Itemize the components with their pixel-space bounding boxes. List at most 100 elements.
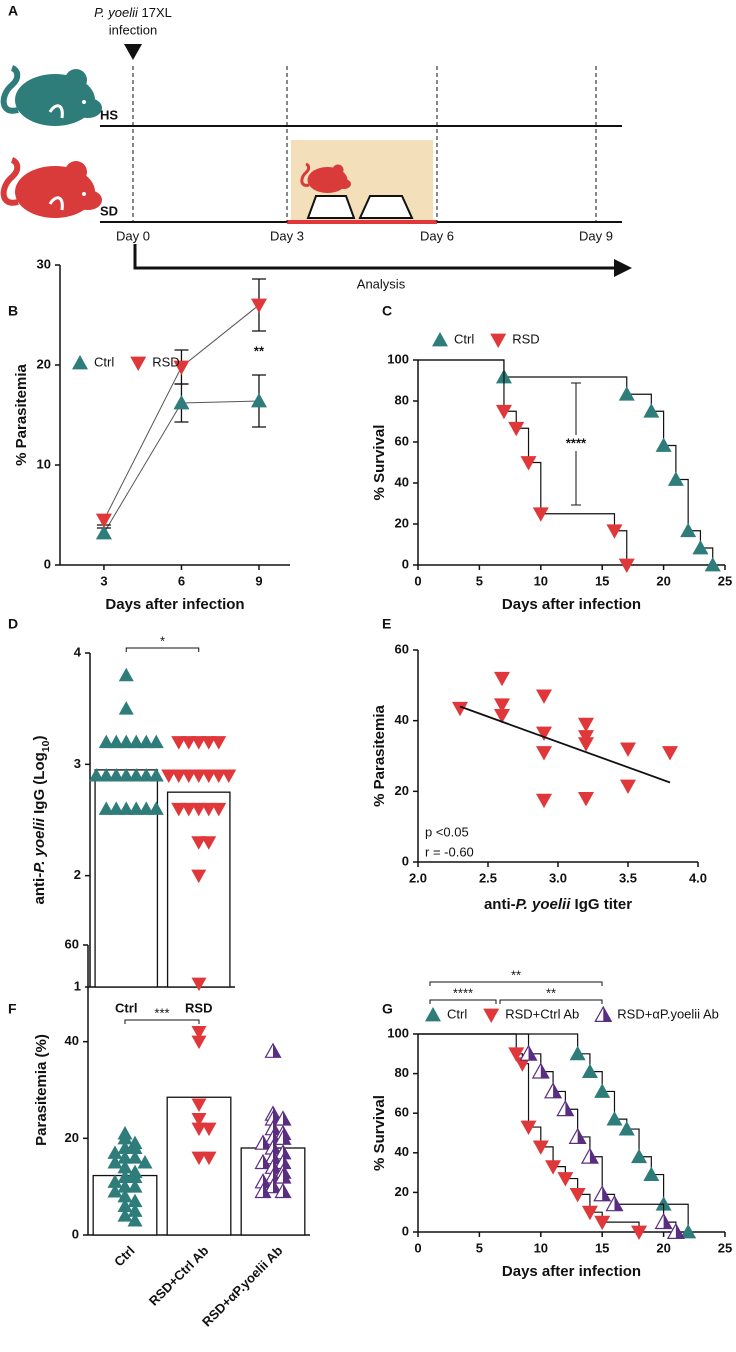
marker-shape <box>117 1150 133 1164</box>
significance-bracket <box>125 647 200 652</box>
data-point <box>130 356 147 371</box>
arrow-head <box>614 259 632 277</box>
marker-shape <box>602 1186 611 1201</box>
legend-label: Ctrl <box>454 331 474 346</box>
marker-shape <box>545 1160 562 1175</box>
marker-shape <box>643 403 660 418</box>
data-point <box>201 736 217 750</box>
y-axis-title: Parasitemia (%) <box>33 1034 50 1146</box>
x-tick-label: 5 <box>476 573 483 588</box>
data-point <box>173 360 190 375</box>
marker-shape <box>283 1169 291 1183</box>
marker-shape <box>577 1128 586 1144</box>
marker-shape <box>655 1196 672 1211</box>
group-label: SD <box>100 203 118 218</box>
data-point <box>201 836 217 850</box>
y-tick-label: 60 <box>395 1105 409 1120</box>
marker-shape <box>536 746 552 761</box>
marker-shape <box>128 767 144 782</box>
data-point <box>680 1224 697 1239</box>
marker-shape <box>98 734 114 749</box>
marker-shape <box>508 421 525 437</box>
marker-shape <box>148 801 164 815</box>
marker-shape <box>138 801 154 815</box>
significance-bracket <box>499 999 603 1004</box>
data-point <box>254 1134 272 1150</box>
marker-shape <box>201 1151 217 1166</box>
y-tick-label: 2 <box>74 867 81 882</box>
data-point <box>532 507 549 522</box>
y-axis-title: % Survival <box>371 1095 388 1171</box>
text-part: IgG titer <box>570 896 632 913</box>
x-tick-label: RSD <box>185 1000 212 1015</box>
data-point <box>191 1026 207 1040</box>
data-point <box>137 1155 153 1169</box>
x-tick-label: 3.5 <box>619 870 637 885</box>
data-point <box>605 1195 624 1212</box>
marker-shape <box>273 1179 281 1193</box>
data-point <box>117 1179 133 1193</box>
panel-letter: B <box>8 303 18 319</box>
marker-shape <box>520 456 537 471</box>
analysis-label: Analysis <box>357 276 406 291</box>
marker-shape <box>675 1224 684 1239</box>
marker-shape <box>117 1169 133 1183</box>
significance-bracket <box>429 981 603 986</box>
data-point <box>211 736 227 750</box>
data-point <box>606 524 623 539</box>
marker-shape <box>569 1045 586 1061</box>
marker-shape <box>138 734 154 749</box>
data-point <box>578 792 594 807</box>
marker-shape <box>250 298 267 313</box>
marker-shape <box>283 1184 291 1198</box>
x-axis-title: Days after infection <box>502 1263 641 1280</box>
data-point <box>107 1174 123 1188</box>
legend-label: Ctrl <box>447 1006 467 1021</box>
platform <box>306 195 356 219</box>
data-point <box>211 802 227 817</box>
marker-shape <box>565 1101 574 1116</box>
marker-shape <box>432 332 448 347</box>
marker-shape <box>273 1121 281 1135</box>
data-point <box>201 769 217 783</box>
data-point <box>161 769 177 783</box>
marker-shape <box>581 1205 598 1221</box>
legend-label: Ctrl <box>94 354 114 369</box>
data-point <box>264 1177 282 1194</box>
marker-shape <box>171 736 187 750</box>
x-tick-label: 15 <box>595 1240 609 1255</box>
marker-shape <box>680 522 697 538</box>
data-point <box>108 801 124 815</box>
y-axis-title: % Parasitemia <box>13 363 30 465</box>
marker-shape <box>578 792 594 807</box>
y-tick-label: 4 <box>74 644 82 659</box>
text-part: ) <box>31 736 48 741</box>
significance-label: **** <box>566 435 587 450</box>
y-tick-label: 0 <box>402 1223 409 1238</box>
label-background <box>556 435 596 451</box>
data-point <box>569 1187 586 1203</box>
marker-shape <box>620 779 636 795</box>
data-point <box>128 767 144 782</box>
data-point <box>655 437 672 452</box>
data-point <box>211 769 227 783</box>
significance-bracket <box>124 1019 200 1024</box>
marker-shape <box>117 1179 133 1193</box>
y-tick-label: 20 <box>395 1184 409 1199</box>
y-tick-label: 40 <box>65 1033 79 1048</box>
data-point <box>98 767 114 782</box>
data-point <box>148 767 164 782</box>
marker-shape <box>494 671 510 687</box>
data-point <box>508 1047 525 1062</box>
marker-shape <box>514 1057 531 1072</box>
data-point <box>117 1198 133 1212</box>
data-point <box>631 1148 648 1164</box>
marker-shape <box>181 802 197 817</box>
marker-shape <box>528 1045 537 1061</box>
data-point <box>544 1082 563 1099</box>
y-tick-label: 20 <box>395 783 409 798</box>
day-label: Day 9 <box>579 228 613 243</box>
data-point <box>578 737 594 752</box>
infection-label: infection <box>109 22 157 37</box>
